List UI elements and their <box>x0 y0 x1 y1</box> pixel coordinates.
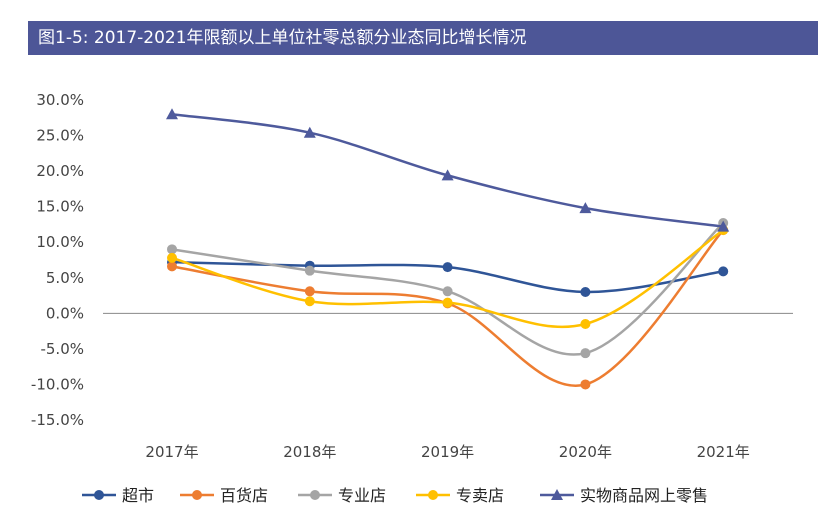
series-3 <box>167 225 729 329</box>
legend-marker <box>310 490 320 500</box>
x-tick-label: 2017年 <box>145 443 198 461</box>
y-tick-label: -10.0% <box>31 375 84 393</box>
data-point <box>580 379 591 390</box>
y-tick-label: 30.0% <box>36 91 84 109</box>
data-point <box>579 202 592 214</box>
data-point <box>441 169 454 181</box>
series-4 <box>166 108 730 232</box>
legend-label: 百货店 <box>220 486 268 505</box>
chart-title: 图1-5: 2017-2021年限额以上单位社零总额分业态同比增长情况 <box>28 21 818 55</box>
legend-marker <box>551 489 563 500</box>
data-point <box>304 286 315 297</box>
data-point <box>580 287 591 297</box>
legend-label: 超市 <box>122 486 154 505</box>
legend-marker <box>94 490 104 500</box>
data-point <box>718 266 729 277</box>
legend-item: 专业店 <box>298 486 386 505</box>
data-point <box>167 244 177 255</box>
data-point <box>166 108 178 120</box>
y-tick-label: 5.0% <box>46 269 84 287</box>
data-point <box>304 265 315 276</box>
x-tick-label: 2021年 <box>697 443 750 461</box>
legend-label: 专卖店 <box>456 486 504 505</box>
data-point <box>580 348 591 359</box>
data-point <box>442 297 453 308</box>
y-tick-label: 20.0% <box>36 162 84 180</box>
data-point <box>304 296 315 307</box>
y-tick-label: 15.0% <box>36 198 84 216</box>
y-tick-label: -5.0% <box>40 340 84 358</box>
data-point <box>580 319 591 329</box>
legend-marker <box>192 490 202 500</box>
legend-label: 实物商品网上零售 <box>580 486 708 505</box>
data-point <box>167 252 177 263</box>
series-line <box>171 229 724 329</box>
data-point <box>717 220 730 232</box>
legend-item: 专卖店 <box>416 486 504 505</box>
y-tick-label: 10.0% <box>36 233 84 251</box>
legend-item: 实物商品网上零售 <box>540 486 708 505</box>
x-tick-label: 2018年 <box>283 443 336 461</box>
data-point <box>442 262 453 273</box>
data-point <box>303 126 316 138</box>
legend-label: 专业店 <box>338 486 386 505</box>
legend-item: 百货店 <box>180 486 268 505</box>
legend-item: 超市 <box>82 486 154 505</box>
y-tick-label: 0.0% <box>46 304 84 322</box>
y-tick-label: 25.0% <box>36 127 84 145</box>
x-tick-label: 2019年 <box>421 443 474 461</box>
data-point <box>167 261 177 272</box>
y-tick-label: -15.0% <box>31 411 84 429</box>
legend-marker <box>428 490 438 500</box>
x-tick-label: 2020年 <box>559 443 612 461</box>
series-line <box>171 222 725 356</box>
series-line <box>171 229 725 387</box>
data-point <box>442 286 453 297</box>
